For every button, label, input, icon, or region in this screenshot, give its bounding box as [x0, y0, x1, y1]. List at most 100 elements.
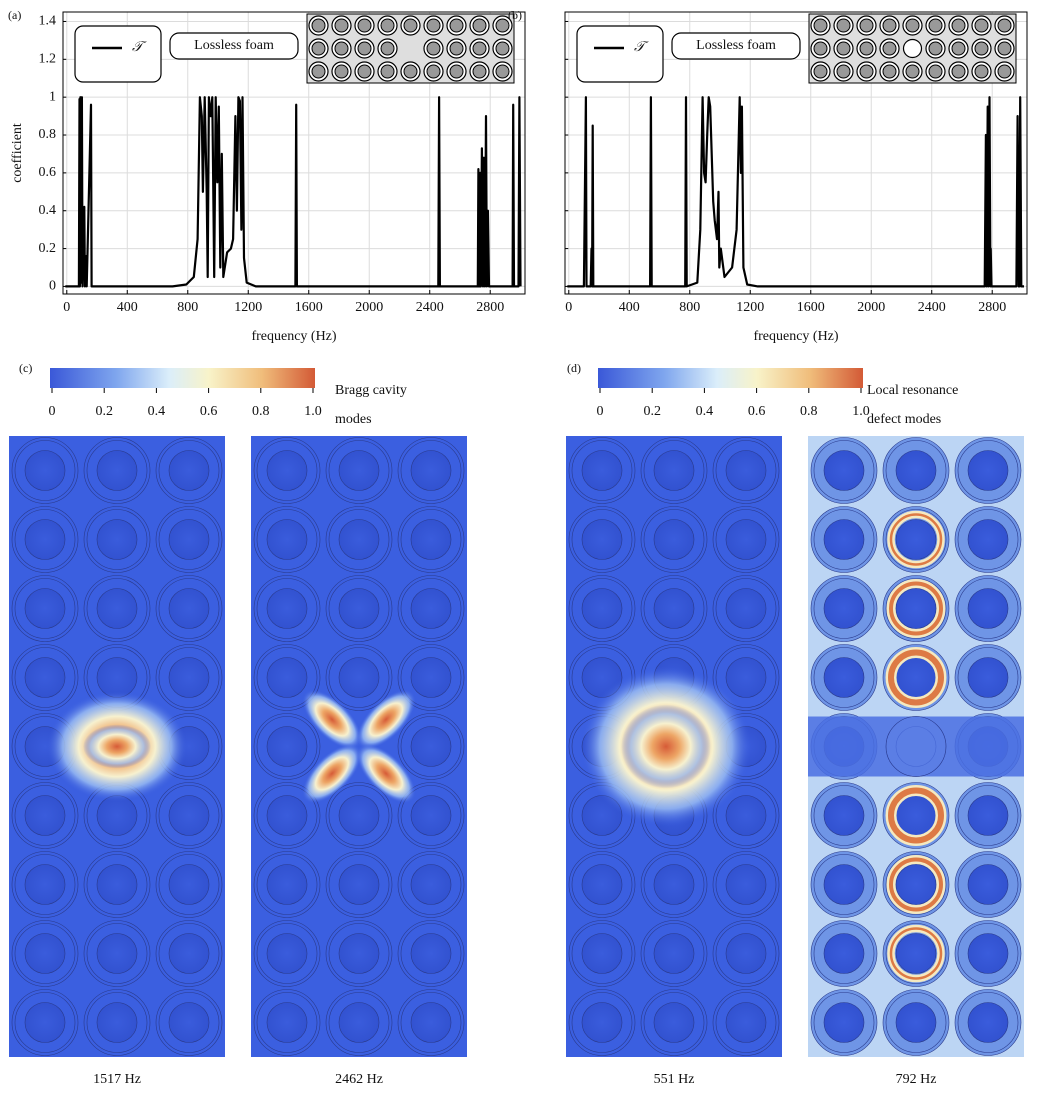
inclusion-ring: [86, 854, 148, 915]
inclusion-core: [168, 588, 210, 629]
inclusion-ring: [400, 440, 462, 501]
lattice-core: [380, 64, 395, 79]
inclusion-ring: [328, 785, 390, 846]
inclusion-ring: [813, 647, 875, 708]
inclusion-ring: [813, 440, 875, 501]
inclusion-core: [823, 933, 865, 974]
defect-band: [808, 716, 1024, 777]
inclusion-ring: [813, 992, 875, 1053]
lattice-core: [357, 41, 372, 56]
y-tick-label: 0.2: [39, 241, 57, 256]
inclusion-core: [410, 519, 452, 560]
lattice-core: [426, 41, 441, 56]
inclusion-core: [895, 1002, 937, 1043]
inclusion-ring: [957, 509, 1019, 570]
lattice-core: [495, 41, 510, 56]
inclusion-core: [410, 450, 452, 491]
inclusion-ring: [14, 578, 76, 639]
inclusion-core: [96, 864, 138, 905]
y-tick-label: 0.6: [39, 165, 57, 180]
inclusion-core: [725, 864, 767, 905]
inclusion-ring: [328, 992, 390, 1053]
field-map: [9, 436, 225, 1057]
panel-title: Local resonance: [867, 383, 958, 398]
lattice-core: [449, 41, 464, 56]
inclusion-core: [410, 933, 452, 974]
inclusion-core: [168, 795, 210, 836]
lattice-core: [311, 64, 326, 79]
map-caption: 2462 Hz: [335, 1072, 383, 1087]
x-axis-label: frequency (Hz): [753, 329, 838, 344]
inclusion-ring: [256, 716, 318, 777]
y-tick-label: 1.4: [39, 14, 57, 29]
inclusion-ring: [813, 923, 875, 984]
inclusion-ring: [715, 785, 777, 846]
inclusion-core: [895, 864, 937, 905]
lattice-core: [974, 64, 989, 79]
inclusion-ring: [86, 578, 148, 639]
colorbar-tick-label: 0.4: [148, 404, 166, 419]
inclusion-core: [410, 588, 452, 629]
inclusion-core: [823, 657, 865, 698]
inclusion-ring: [328, 440, 390, 501]
colorbar-tick-label: 0.4: [696, 404, 714, 419]
colorbar-tick-label: 1.0: [852, 404, 870, 419]
x-tick-label: 1200: [736, 300, 764, 315]
inclusion-core: [967, 657, 1009, 698]
inclusion-ring: [571, 923, 633, 984]
inclusion-ring: [14, 440, 76, 501]
inclusion-core: [653, 519, 695, 560]
inclusion-core: [895, 588, 937, 629]
inclusion-ring: [14, 647, 76, 708]
inclusion-ring: [400, 854, 462, 915]
y-tick-label: 1: [49, 89, 56, 104]
inclusion-ring: [715, 992, 777, 1053]
field-map: [251, 436, 467, 1057]
inclusion-core: [338, 657, 380, 698]
inclusion-ring: [571, 578, 633, 639]
inclusion-core: [725, 519, 767, 560]
inclusion-core: [967, 933, 1009, 974]
inclusion-ring: [643, 992, 705, 1053]
inclusion-ring: [643, 440, 705, 501]
inclusion-ring: [643, 509, 705, 570]
lattice-core: [403, 64, 418, 79]
inclusion-ring: [885, 992, 947, 1053]
inclusion-ring: [158, 440, 220, 501]
inclusion-ring: [957, 992, 1019, 1053]
colorbar-tick-label: 0.8: [252, 404, 270, 419]
lattice-core: [928, 64, 943, 79]
panel-label: (a): [8, 8, 21, 22]
inclusion-core: [653, 450, 695, 491]
inclusion-core: [266, 726, 308, 767]
inclusion-core: [823, 519, 865, 560]
inclusion-core: [338, 795, 380, 836]
map-caption: 792 Hz: [896, 1072, 937, 1087]
inclusion-core: [410, 864, 452, 905]
inclusion-ring: [256, 647, 318, 708]
lattice-core: [859, 41, 874, 56]
inclusion-core: [338, 450, 380, 491]
inclusion-ring: [813, 578, 875, 639]
colorbar-tick-label: 0.6: [200, 404, 218, 419]
inclusion-core: [266, 588, 308, 629]
y-tick-label: 0.4: [39, 203, 57, 218]
inclusion-core: [967, 519, 1009, 560]
inclusion-core: [168, 519, 210, 560]
inclusion-core: [581, 933, 623, 974]
inclusion-ring: [400, 578, 462, 639]
inclusion-ring: [957, 647, 1019, 708]
annotation-box: [169, 32, 299, 60]
inclusion-ring: [957, 440, 1019, 501]
inclusion-core: [266, 450, 308, 491]
lattice-core: [426, 64, 441, 79]
inclusion-ring: [957, 578, 1019, 639]
lattice-core: [813, 41, 828, 56]
lattice-core: [951, 64, 966, 79]
inclusion-ring: [256, 854, 318, 915]
inclusion-ring: [571, 992, 633, 1053]
inclusion-core: [581, 864, 623, 905]
inclusion-ring: [400, 785, 462, 846]
lattice-core: [311, 18, 326, 33]
lattice-core: [380, 18, 395, 33]
